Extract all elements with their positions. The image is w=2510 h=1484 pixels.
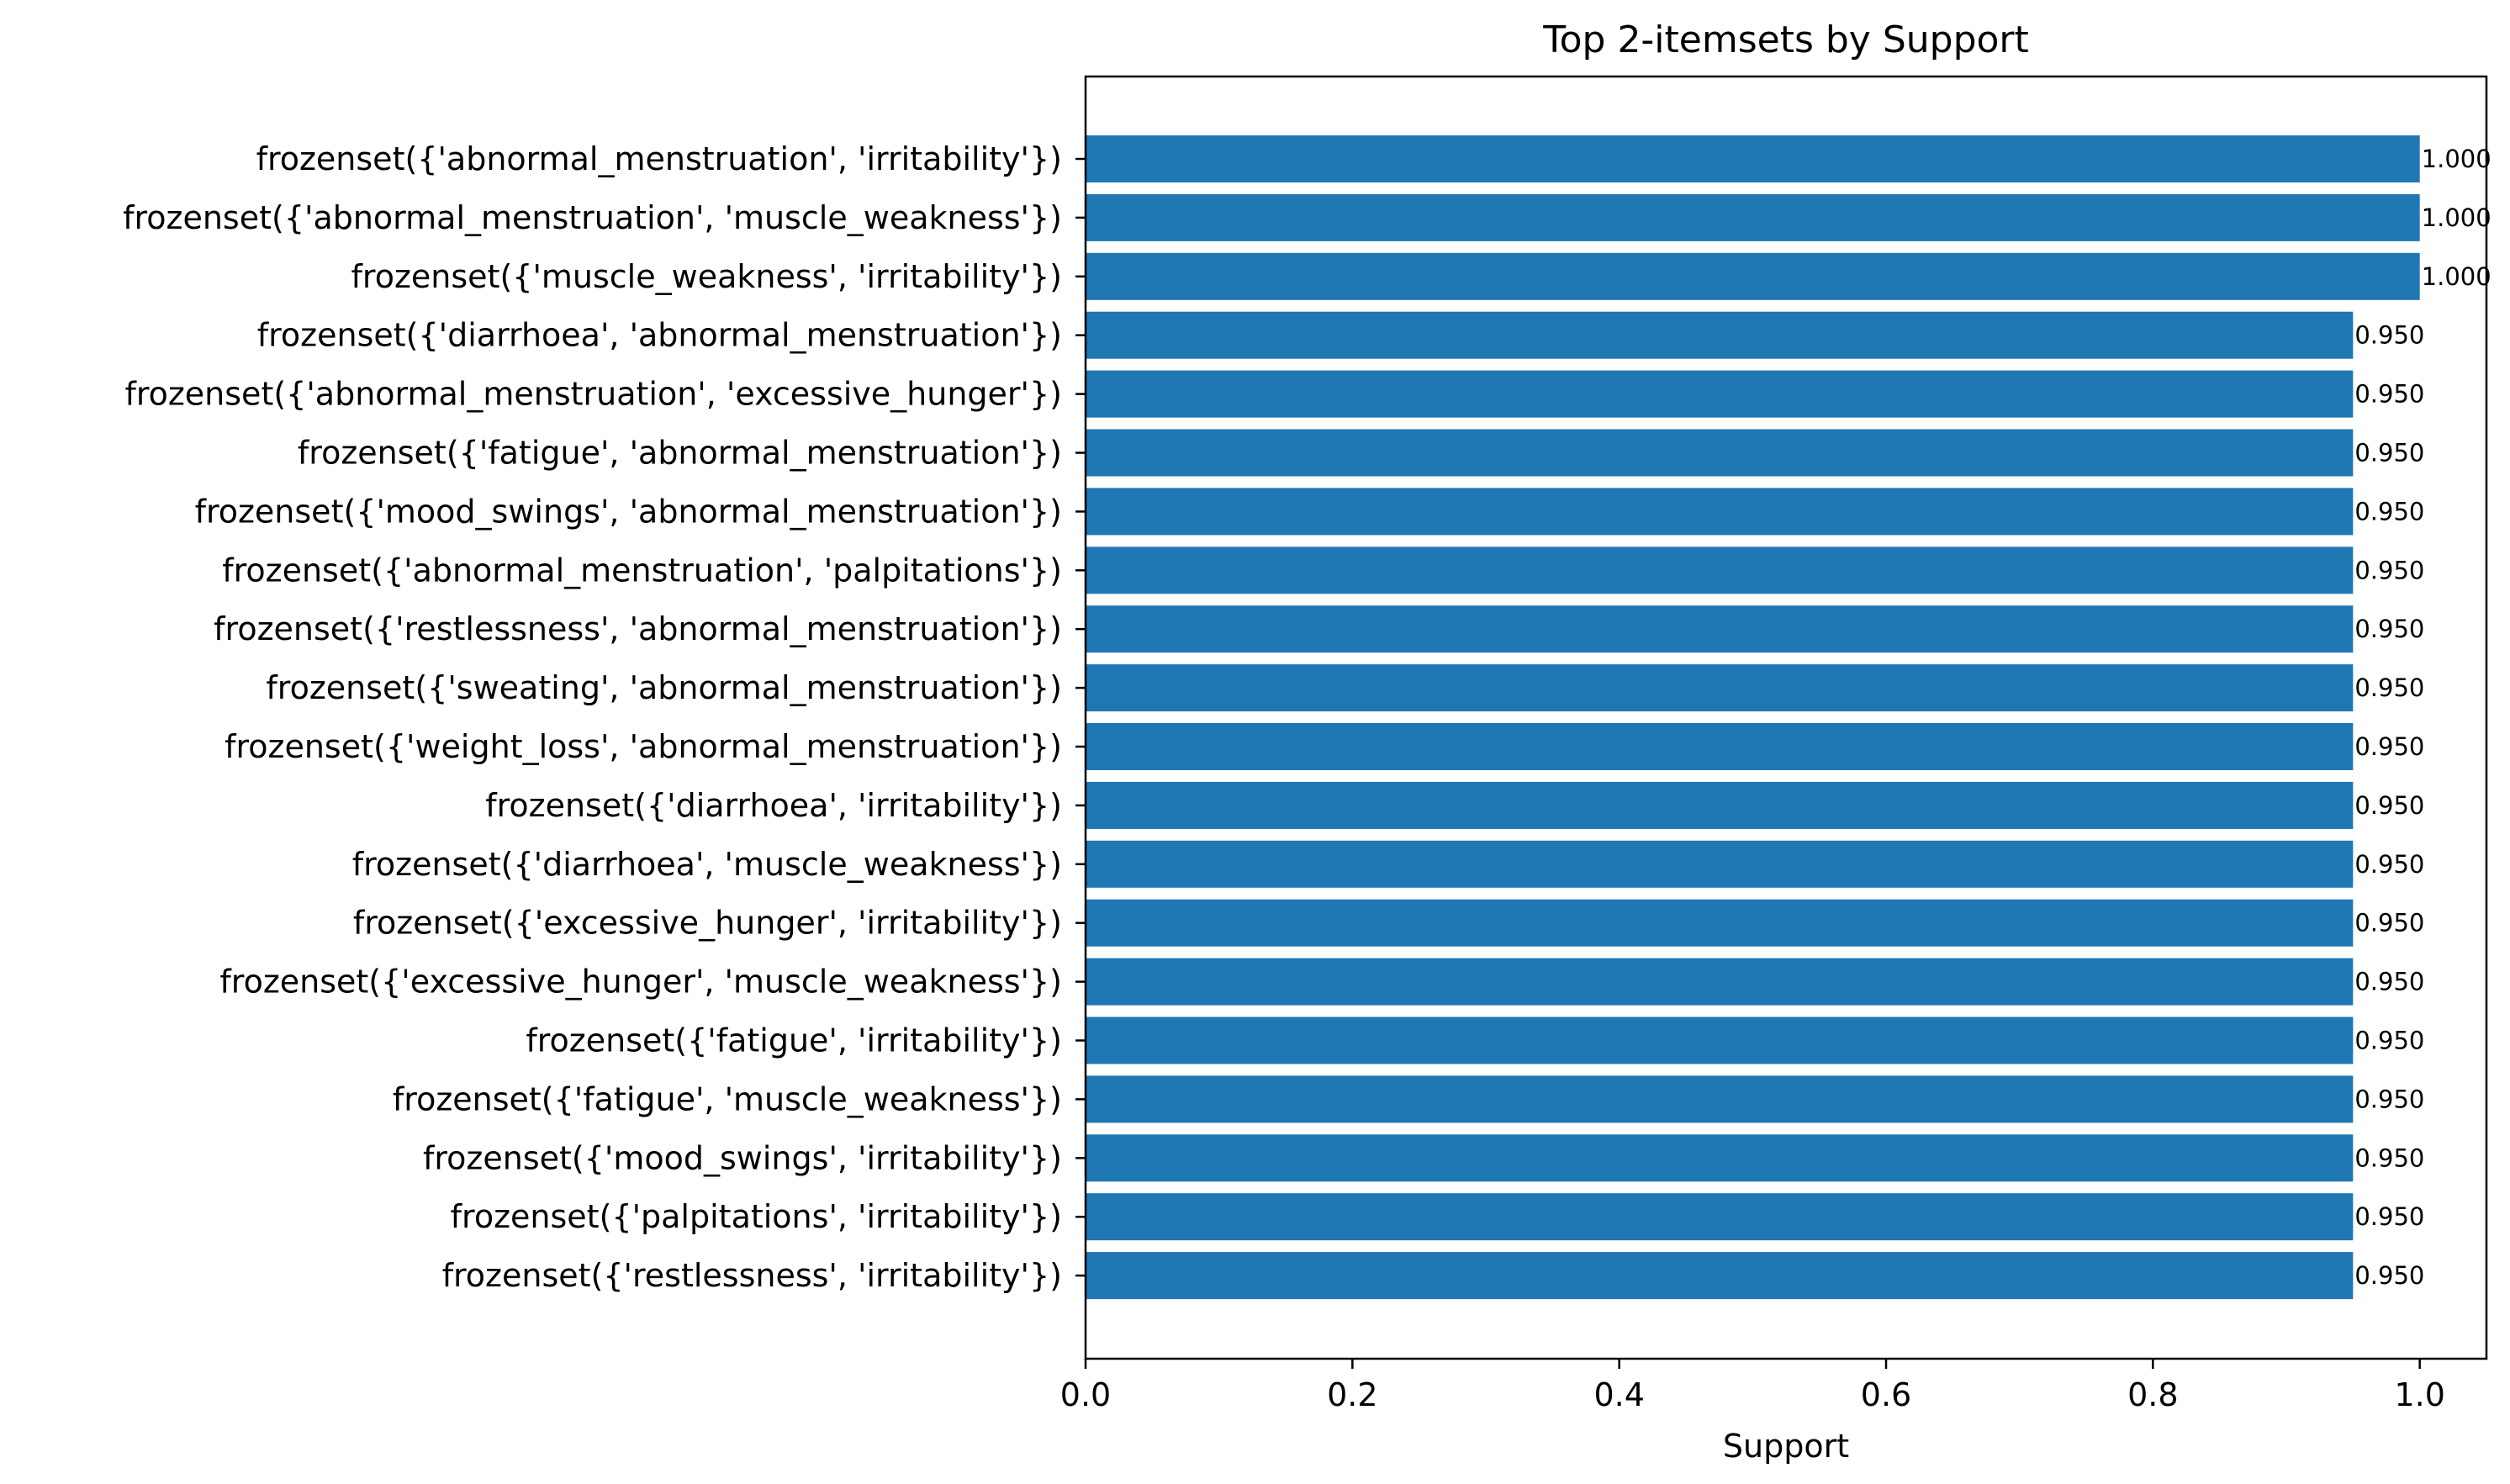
data-label: 1.000 <box>2422 145 2492 173</box>
data-label: 0.950 <box>2354 732 2424 761</box>
data-label: 0.950 <box>2354 909 2424 937</box>
x-tick-label: 1.0 <box>2394 1376 2444 1413</box>
y-tick-label: frozenset({'abnormal_menstruation', 'pal… <box>222 552 1062 589</box>
bars-layer <box>1086 135 2420 1300</box>
y-tick-label: frozenset({'excessive_hunger', 'muscle_w… <box>219 964 1062 1001</box>
data-label: 0.950 <box>2354 850 2424 879</box>
bar <box>1086 135 2420 182</box>
x-tick-label: 0.0 <box>1060 1376 1111 1413</box>
bar <box>1086 840 2354 888</box>
y-tick-label: frozenset({'diarrhoea', 'muscle_weakness… <box>352 846 1062 883</box>
y-tick-label: frozenset({'palpitations', 'irritability… <box>451 1198 1062 1235</box>
y-tick-label: frozenset({'muscle_weakness', 'irritabil… <box>351 258 1062 295</box>
data-label: 0.950 <box>2354 1085 2424 1113</box>
bar <box>1086 311 2354 359</box>
bar <box>1086 781 2354 829</box>
x-tick-label: 0.6 <box>1861 1376 1911 1413</box>
y-tick-label: frozenset({'restlessness', 'irritability… <box>442 1257 1062 1294</box>
y-tick-label: frozenset({'diarrhoea', 'irritability'}) <box>485 787 1062 824</box>
data-label: 1.000 <box>2422 203 2492 232</box>
x-tick-label: 0.2 <box>1327 1376 1377 1413</box>
data-label: 0.950 <box>2354 439 2424 467</box>
y-tick-label: frozenset({'weight_loss', 'abnormal_mens… <box>225 728 1062 765</box>
y-tick-labels: frozenset({'abnormal_menstruation', 'irr… <box>123 140 1086 1294</box>
y-tick-label: frozenset({'restlessness', 'abnormal_men… <box>214 610 1062 647</box>
data-label: 0.950 <box>2354 1202 2424 1231</box>
data-label: 0.950 <box>2354 673 2424 702</box>
data-label: 0.950 <box>2354 1027 2424 1055</box>
data-label: 0.950 <box>2354 321 2424 350</box>
data-label: 0.950 <box>2354 556 2424 584</box>
bar <box>1086 1134 2354 1182</box>
y-tick-label: frozenset({'excessive_hunger', 'irritabi… <box>353 905 1062 942</box>
bar <box>1086 1252 2354 1300</box>
y-tick-label: frozenset({'abnormal_menstruation', 'irr… <box>256 140 1062 177</box>
y-tick-label: frozenset({'mood_swings', 'irritability'… <box>423 1139 1062 1176</box>
bar <box>1086 193 2420 241</box>
data-label: 0.950 <box>2354 615 2424 643</box>
bar <box>1086 429 2354 477</box>
data-label: 0.950 <box>2354 968 2424 996</box>
bar <box>1086 1075 2354 1123</box>
y-tick-label: frozenset({'abnormal_menstruation', 'mus… <box>123 199 1062 236</box>
bar <box>1086 547 2354 594</box>
chart-title: Top 2-itemsets by Support <box>1542 18 2029 61</box>
data-label: 0.950 <box>2354 1261 2424 1290</box>
bar <box>1086 1017 2354 1064</box>
plot-frame <box>1084 75 2488 1360</box>
x-tick-label: 0.4 <box>1593 1376 1644 1413</box>
data-label: 0.950 <box>2354 497 2424 525</box>
data-label: 1.000 <box>2422 262 2492 291</box>
bar <box>1086 370 2354 418</box>
bar <box>1086 958 2354 1006</box>
y-tick-label: frozenset({'fatigue', 'muscle_weakness'}… <box>393 1080 1062 1117</box>
data-label: 0.950 <box>2354 791 2424 820</box>
bar <box>1086 723 2354 770</box>
y-tick-label: frozenset({'abnormal_menstruation', 'exc… <box>124 376 1062 413</box>
x-axis-label: Support <box>1723 1428 1849 1465</box>
bar <box>1086 1193 2354 1241</box>
x-tick-label: 0.8 <box>2127 1376 2178 1413</box>
data-label: 0.950 <box>2354 380 2424 409</box>
bar <box>1086 488 2354 536</box>
bar <box>1086 664 2354 712</box>
y-tick-label: frozenset({'fatigue', 'irritability'}) <box>526 1022 1062 1059</box>
x-axis-ticks: 0.0 0.2 0.4 0.6 0.8 1.0 <box>1060 1359 2445 1413</box>
bar <box>1086 605 2354 653</box>
y-tick-label: frozenset({'diarrhoea', 'abnormal_menstr… <box>257 317 1062 354</box>
value-labels: 1.000 1.000 1.000 0.950 0.950 0.950 0.950 0.950… <box>2354 145 2491 1290</box>
bar <box>1086 899 2354 947</box>
y-tick-label: frozenset({'sweating', 'abnormal_menstru… <box>266 669 1062 706</box>
y-tick-label: frozenset({'mood_swings', 'abnormal_mens… <box>195 493 1062 530</box>
data-label: 0.950 <box>2354 1143 2424 1172</box>
bar <box>1086 252 2420 300</box>
y-tick-label: frozenset({'fatigue', 'abnormal_menstrua… <box>298 435 1062 472</box>
